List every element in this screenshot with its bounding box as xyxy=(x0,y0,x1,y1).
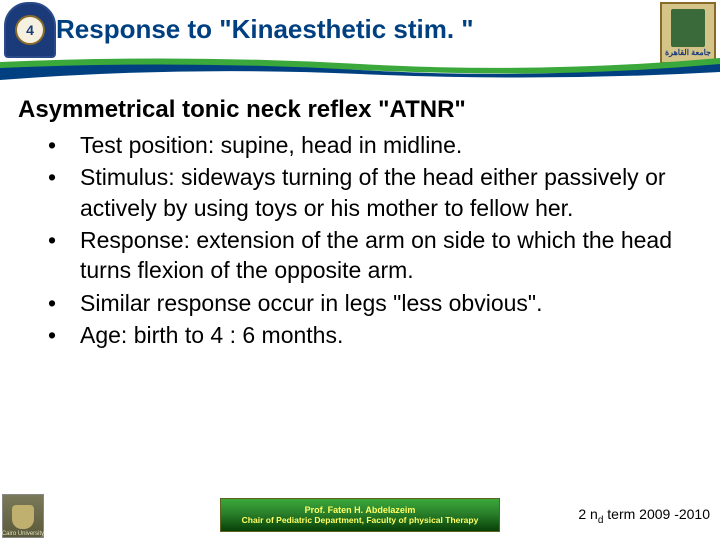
bullet-item: Age: birth to 4 : 6 months. xyxy=(48,320,702,350)
footer-left-caption: Cairo University xyxy=(2,531,44,537)
header-divider-swoosh xyxy=(0,58,720,80)
footer-term-label: 2 nd term 2009 -2010 xyxy=(578,506,710,526)
header: 4 Response to "Kinaesthetic stim. " جامع… xyxy=(0,0,720,78)
left-university-logo: 4 xyxy=(4,2,56,58)
bullet-item: Response: extension of the arm on side t… xyxy=(48,225,702,286)
footer-affiliation: Chair of Pediatric Department, Faculty o… xyxy=(242,515,479,525)
slide-title: Response to "Kinaesthetic stim. " xyxy=(56,14,474,45)
footer-author: Prof. Faten H. Abdelazeim xyxy=(305,505,416,515)
scribe-figure-icon xyxy=(671,9,705,47)
footer-term-suffix: term 2009 -2010 xyxy=(603,506,710,522)
footer-left-logo: Cairo University xyxy=(2,494,44,538)
bullet-item: Test position: supine, head in midline. xyxy=(48,130,702,160)
right-logo-caption: جامعة القاهرة xyxy=(665,48,711,57)
shield-icon xyxy=(12,505,34,529)
bullet-item: Stimulus: sideways turning of the head e… xyxy=(48,162,702,223)
footer: Cairo University Prof. Faten H. Abdelaze… xyxy=(0,492,720,540)
right-university-logo: جامعة القاهرة xyxy=(660,2,716,64)
content-area: Asymmetrical tonic neck reflex "ATNR" Te… xyxy=(18,96,702,353)
footer-attribution-box: Prof. Faten H. Abdelazeim Chair of Pedia… xyxy=(220,498,500,532)
bullet-item: Similar response occur in legs "less obv… xyxy=(48,288,702,318)
slide-number-badge: 4 xyxy=(15,15,45,45)
footer-term-prefix: 2 n xyxy=(578,506,597,522)
bullet-list: Test position: supine, head in midline. … xyxy=(18,130,702,351)
content-subheading: Asymmetrical tonic neck reflex "ATNR" xyxy=(18,96,702,124)
